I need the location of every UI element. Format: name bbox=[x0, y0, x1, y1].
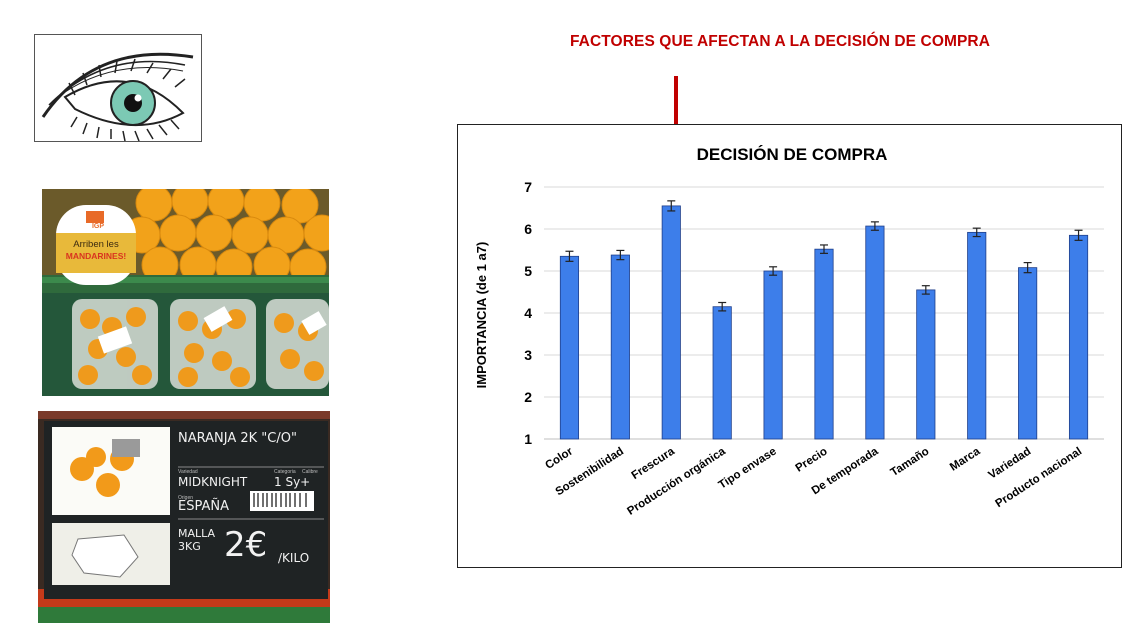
y-tick-label: 6 bbox=[524, 221, 532, 237]
x-tick-label: Producción orgánica bbox=[625, 445, 728, 518]
chart-canvas: DECISIÓN DE COMPRA IMPORTANCIA (de 1 a7) 1… bbox=[474, 145, 1104, 518]
y-tick-label: 3 bbox=[524, 347, 532, 363]
sign-price: 2€ bbox=[224, 525, 268, 565]
badge-line1: Arriben les bbox=[73, 239, 119, 250]
x-tick-label: Tipo envase bbox=[717, 445, 779, 491]
eye-illustration bbox=[34, 34, 202, 142]
bar bbox=[661, 205, 681, 440]
sign-pack: MALLA 3KG bbox=[178, 527, 216, 553]
bar bbox=[763, 270, 783, 440]
sign-label-calibre: Calibre bbox=[302, 469, 318, 475]
x-tick-label: Precio bbox=[794, 445, 830, 474]
chart-frame: DECISIÓN DE COMPRA IMPORTANCIA (de 1 a7) 1… bbox=[457, 124, 1122, 568]
x-tick-label: Frescura bbox=[630, 445, 678, 482]
eye-icon bbox=[41, 52, 194, 142]
bar bbox=[865, 225, 885, 440]
headline: FACTORES QUE AFECTAN A LA DECISIÓN DE CO… bbox=[569, 33, 991, 50]
x-tick-label: Marca bbox=[948, 445, 983, 473]
sign-origin: ESPAÑA bbox=[178, 499, 229, 514]
bar bbox=[1018, 267, 1038, 440]
bar bbox=[1068, 234, 1089, 440]
bar bbox=[559, 255, 580, 440]
x-tick-label: Variedad bbox=[987, 445, 1034, 481]
y-axis-label: IMPORTANCIA (de 1 a7) bbox=[474, 242, 489, 389]
oranges-photo: IGP Arriben les MANDARINES! bbox=[42, 189, 329, 396]
bar bbox=[967, 231, 987, 440]
sign-label-variedad: Variedad bbox=[178, 469, 198, 475]
sign-product: NARANJA 2K "C/O" bbox=[178, 431, 297, 446]
x-tick-label: Tamaño bbox=[889, 445, 932, 479]
y-tick-label: 2 bbox=[524, 389, 532, 405]
bar bbox=[712, 306, 732, 440]
sign-unit: /KILO bbox=[278, 551, 310, 565]
x-tick-label: Color bbox=[543, 445, 575, 472]
y-tick-label: 1 bbox=[524, 431, 532, 447]
y-tick-label: 5 bbox=[524, 263, 532, 279]
sign-category: 1 Sy+ bbox=[274, 475, 311, 489]
sign-label-origen: Origen bbox=[178, 495, 194, 501]
sign-variety: MIDKNIGHT bbox=[178, 475, 248, 489]
badge-line2: MANDARINES! bbox=[65, 251, 127, 261]
y-tick-label: 7 bbox=[524, 179, 532, 195]
bar bbox=[610, 254, 630, 440]
chart-title: DECISIÓN DE COMPRA bbox=[697, 145, 888, 164]
y-tick-label: 4 bbox=[524, 305, 532, 321]
bar bbox=[916, 289, 936, 440]
price-sign-photo: NARANJA 2K "C/O" Variedad Categoria Cali… bbox=[38, 411, 330, 623]
bar bbox=[814, 248, 834, 440]
sign-label-categoria: Categoria bbox=[274, 469, 296, 475]
x-tick-label: Producto nacional bbox=[994, 445, 1085, 510]
badge-brand: IGP bbox=[91, 223, 105, 230]
